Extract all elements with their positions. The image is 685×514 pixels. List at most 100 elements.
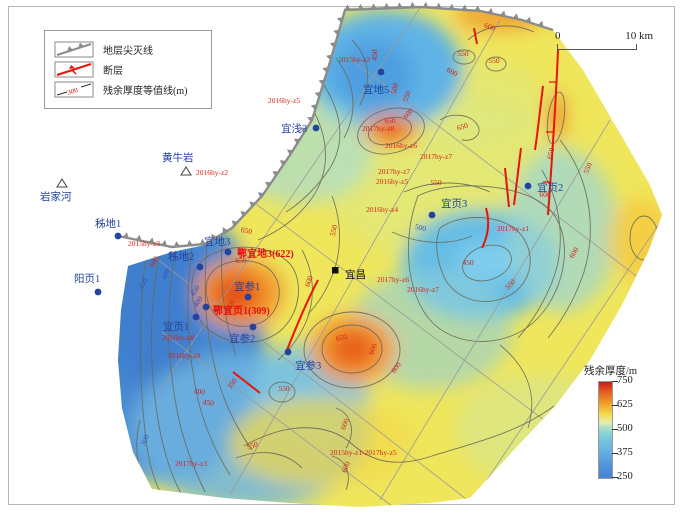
colorbar-tick-label: 625 [617,399,633,410]
pinchout-tooth [422,1,429,8]
colorbar-tick [612,429,618,430]
scale-max: 10 km [625,30,653,42]
contour-label: 550 [400,89,412,103]
thickness-contours [136,25,659,503]
pinchout-tooth [173,241,180,247]
colorbar-tick-label: 375 [617,447,633,458]
pinchout-tooth [307,116,314,123]
well-label: 宜参1 [234,280,260,293]
contour-label: 600 [539,190,551,199]
well-marker [224,248,232,256]
scale-bar-line [557,44,637,50]
contour-label: 450 [462,258,474,267]
pinchout-tooth [286,149,294,156]
contour-sample-value: 300 [66,86,79,97]
seismic-line-label: 2017hy-z8 [362,124,394,133]
contour-label: 450 [202,397,215,408]
pinchout-line-icon [54,41,94,58]
contour-label: 400 [159,267,172,281]
colorbar-tick [612,405,618,406]
seismic-line-label: 2016hy-z4 [366,205,398,214]
well-label: 宜页3 [441,197,467,210]
seismic-line-label: 2016hy-z2 [196,168,228,177]
contour-label: 550 [245,440,259,452]
well-label: 秭地2 [168,250,194,263]
contour-label: 550 [581,161,594,175]
pinchout-tooth [336,17,343,23]
well-label: 秭地1 [95,217,121,230]
pinchout-tooth [293,138,301,145]
legend-label-contour: 残余厚度等值线(m) [103,86,188,97]
seismic-line-label: 2016hy-z5 [376,177,408,186]
colorbar-tick [612,381,618,382]
pinchout-tooth [257,192,265,198]
fault-lines [232,27,559,394]
pinchout-tooth [135,234,142,241]
well-marker [94,288,102,296]
well-label: 阳页1 [74,273,100,285]
colorbar: 残余厚度/m 750 625 500 375 250 [584,363,676,482]
key-well-label: 鄂宜页1(309) [213,304,270,317]
seismic-line-label: 2017hy-z1 [497,224,529,233]
legend-label-fault: 断层 [103,66,123,77]
pinchout-tooth [500,10,506,17]
well-marker [284,348,292,356]
contour-label: 450 [370,49,379,61]
well-marker [377,68,385,76]
colorbar-tick-label: 750 [617,375,633,386]
well-marker [114,232,122,240]
well-marker [312,124,320,132]
well-label: 宜浅3 [281,122,307,135]
contour-label: 600 [339,460,352,474]
colorbar-tick [612,477,618,478]
locality-label: 岩家河 [40,190,72,203]
well-label: 宜页2 [537,181,563,194]
seismic-line-label: 2016hy-z8 [162,333,194,342]
pinchout-tooth [333,29,340,36]
legend-item-pinchout: 地层尖灭线 [54,41,202,58]
colorbar-title: 残余厚度/m [584,366,638,377]
seismic-line-label: 2015hy-z1-2017hy-z5 [330,448,397,457]
well-label: 宜参2 [229,332,255,345]
legend-item-contour: 300 残余厚度等值线(m) [54,81,202,98]
contour-label: 650 [384,116,396,125]
colorbar-gradient [598,381,613,479]
contour-label: 650 [235,256,247,265]
pinchout-tooth [448,3,455,10]
contour-line-icon: 300 [54,81,94,98]
pinchout-tooth [512,13,519,20]
contour-label: 650 [545,147,557,160]
seismic-line-label: 2016hy-z7 [407,285,439,294]
pinchout-tooth [231,220,238,227]
seismic-line-label: 2016hy-z9 [168,351,200,360]
pinchout-tooth [211,233,217,241]
contour-label: 650 [335,332,348,344]
seismic-line-label: 2015hy-z3 [128,239,160,248]
pinchout-tooth [370,3,377,9]
pinchout-tooth [199,238,206,245]
contour-label: 550 [278,384,290,393]
peak-marker [180,166,192,176]
seismic-line-label: 2015hy-z2 [338,55,370,64]
locality-label: 黄牛岩 [162,151,194,164]
seismic-line-label: 2017hy-z6 [377,275,409,284]
city-marker [332,267,339,274]
legend-label-pinchout: 地层尖灭线 [103,46,153,57]
scale-bar: 0 10 km [547,30,655,62]
well-marker [428,211,436,219]
city-label: 宜昌 [345,268,366,281]
contour-label: 650 [240,225,253,236]
pinchout-tooth [525,16,532,23]
pinchout-tooth [344,4,351,11]
pinchout-tooth [240,210,247,217]
pinchout-tooth [186,239,193,246]
contour-label: 300 [138,433,151,447]
contour-label: 550 [488,56,500,65]
well-label: 宜地3 [204,235,230,248]
pinchout-tooth [357,3,364,10]
pinchout-tooth [396,2,403,8]
key-well-label: 鄂宜地3(622) [237,247,294,260]
well-label: 宜地5 [363,83,389,96]
